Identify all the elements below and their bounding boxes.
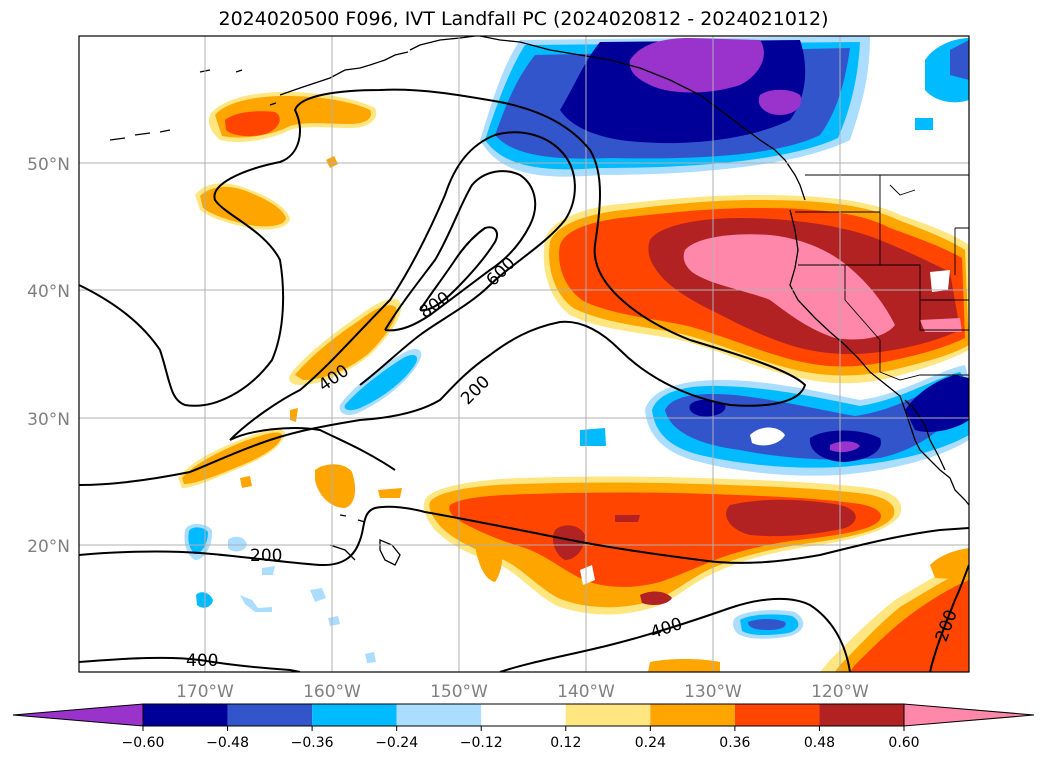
contour-600 xyxy=(384,170,537,332)
colorbar-tick-label: 0.24 xyxy=(635,735,666,751)
map-title: 2024020500 F096, IVT Landfall PC (202402… xyxy=(218,8,829,30)
negative-region-central xyxy=(580,365,969,476)
lat-label-20n: 20°N xyxy=(27,537,70,557)
colorbar-segment xyxy=(734,704,820,726)
colorbar-segment xyxy=(396,704,482,726)
colorbar-extend-min xyxy=(12,703,144,727)
contour-400-south xyxy=(79,656,301,672)
map-frame xyxy=(78,35,970,673)
political-borders xyxy=(795,174,969,381)
contour-label-400-west: 400 xyxy=(186,651,218,671)
lon-label-140w: 140°W xyxy=(557,682,615,702)
lat-label-40n: 40°N xyxy=(27,282,70,302)
colorbar-segment xyxy=(650,704,735,726)
lon-label-130w: 130°W xyxy=(684,682,742,702)
colorbar-tick-label: −0.12 xyxy=(460,735,503,751)
lon-label-160w: 160°W xyxy=(303,682,361,702)
colorbar-tick-label: −0.24 xyxy=(375,735,418,751)
positive-region-north xyxy=(195,92,377,230)
coastlines xyxy=(109,36,969,566)
contour-400-se xyxy=(499,597,851,672)
lon-label-120w: 120°W xyxy=(811,682,869,702)
colorbar-segment xyxy=(481,704,566,726)
lat-label-50n: 50°N xyxy=(27,155,70,175)
positive-region-southeast xyxy=(648,548,969,672)
colorbar-segment xyxy=(143,704,228,726)
colorbar-outline xyxy=(142,703,905,727)
contour-200-se xyxy=(929,564,969,672)
map-plot-area: 800 600 400 200 200 400 200 400 xyxy=(79,36,969,672)
negative-region-north xyxy=(480,36,969,177)
colorbar-tick-label: 0.36 xyxy=(719,735,750,751)
contour-400 xyxy=(229,131,576,471)
colorbar-tick-label: 0.48 xyxy=(804,735,835,751)
positive-region-california xyxy=(543,195,969,384)
colorbar-tick-label: 0.60 xyxy=(888,735,919,751)
lat-label-30n: 30°N xyxy=(27,410,70,430)
colorbar-segment xyxy=(227,704,313,726)
latitude-labels: 50°N 40°N 30°N 20°N xyxy=(27,155,70,557)
colorbar-tick-label: −0.48 xyxy=(206,735,249,751)
lon-label-170w: 170°W xyxy=(176,682,234,702)
colorbar-tick-label: −0.36 xyxy=(291,735,334,751)
colorbar-tick-label: 0.12 xyxy=(550,735,581,751)
ivt-contours xyxy=(79,88,969,672)
colorbar-extend-max xyxy=(903,703,1035,727)
negative-region-southeast xyxy=(733,610,804,639)
contour-200-south xyxy=(79,505,969,567)
colorbar-segment xyxy=(312,704,397,726)
colorbar-segment xyxy=(819,704,904,726)
contour-200-main xyxy=(79,88,807,486)
contour-800 xyxy=(419,226,498,312)
longitude-labels: 170°W 160°W 150°W 140°W 130°W 120°W xyxy=(176,682,869,702)
contour-label-200-west: 200 xyxy=(250,546,282,566)
gridlines xyxy=(79,36,969,672)
colorbar-tick-label: −0.60 xyxy=(122,735,165,751)
lon-label-150w: 150°W xyxy=(430,682,488,702)
colorbar: −0.60 −0.48 −0.36 −0.24 −0.12 0.12 0.24 0.36 0.4… xyxy=(12,703,1035,751)
colorbar-segment xyxy=(565,704,651,726)
